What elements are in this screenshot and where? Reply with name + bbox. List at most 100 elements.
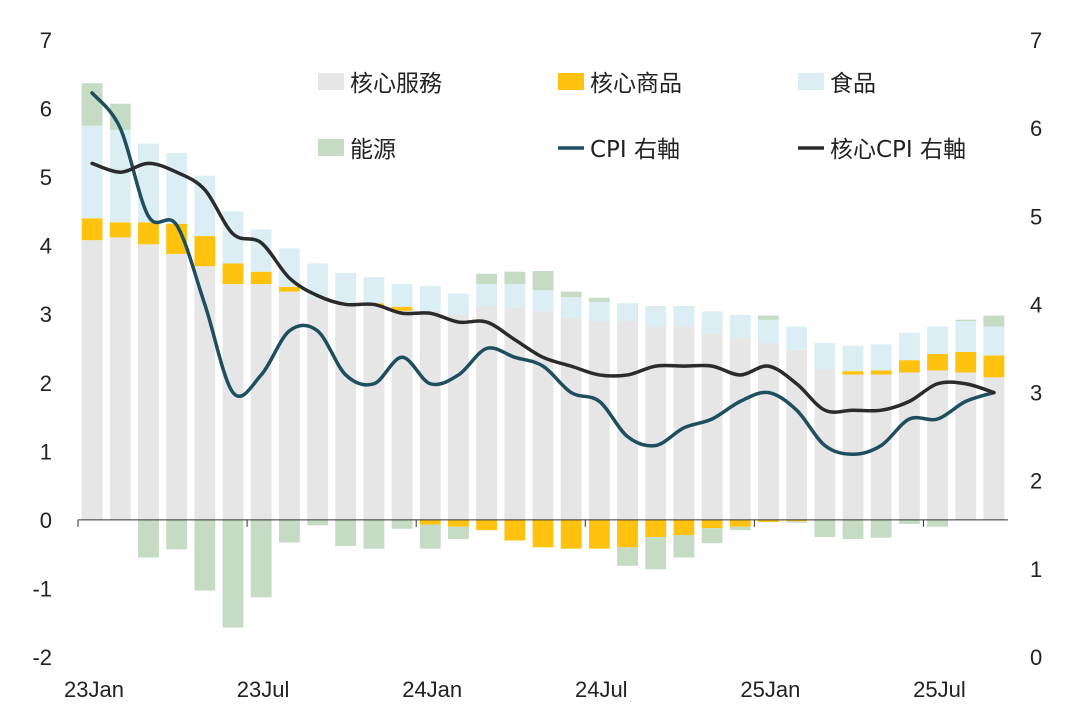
bar-series0-6 xyxy=(250,284,272,520)
bar-series2-0 xyxy=(81,125,103,219)
bar-series3-9 xyxy=(335,519,357,546)
y-left-tick-label-3: 4 xyxy=(40,234,52,259)
bar-series1-25 xyxy=(786,519,808,522)
x-tick-label-4: 25Jan xyxy=(740,677,800,702)
legend-label-core-cpi: 核心CPI 右軸 xyxy=(830,137,966,163)
bar-series3-4 xyxy=(194,519,216,591)
legend-swatch-energy xyxy=(318,139,344,156)
bar-series2-29 xyxy=(898,332,920,361)
legend-label-core-goods: 核心商品 xyxy=(590,71,682,97)
bar-series1-17 xyxy=(560,519,582,549)
bar-series1-20 xyxy=(645,519,667,538)
bar-series1-22 xyxy=(701,519,723,529)
bar-series3-10 xyxy=(363,519,385,549)
bar-series3-25 xyxy=(786,521,808,523)
bar-series0-24 xyxy=(758,343,779,520)
bar-series2-31 xyxy=(955,321,977,352)
bar-series3-21 xyxy=(673,534,695,558)
bar-series0-15 xyxy=(504,307,526,520)
bar-series0-4 xyxy=(194,266,216,520)
y-right-tick-label-4: 3 xyxy=(1030,381,1042,406)
bar-series2-16 xyxy=(532,290,554,311)
bar-series0-20 xyxy=(645,326,667,520)
bar-series1-27 xyxy=(842,371,864,375)
bar-series0-7 xyxy=(278,291,300,520)
bar-series0-19 xyxy=(617,321,638,520)
bar-series0-12 xyxy=(419,310,441,520)
bar-series3-26 xyxy=(814,519,836,538)
bar-series3-6 xyxy=(250,519,272,598)
y-axis-left: 7 6 5 4 3 2 1 0 -1 -2 xyxy=(32,28,52,670)
bar-series1-14 xyxy=(476,519,498,531)
bar-series2-7 xyxy=(278,248,300,287)
bar-series3-3 xyxy=(166,519,188,550)
x-tick-labels: 23Jan 23Jul 24Jan 24Jul 25Jan 25Jul xyxy=(64,677,966,702)
bar-series3-27 xyxy=(842,519,864,540)
bar-series2-24 xyxy=(758,319,779,344)
bar-series1-1 xyxy=(109,222,131,238)
bar-series1-5 xyxy=(222,263,244,285)
bar-series1-13 xyxy=(448,519,469,527)
bar-series3-31 xyxy=(955,319,977,322)
bar-series2-10 xyxy=(363,277,385,304)
y-left-tick-label-4: 3 xyxy=(40,302,52,327)
bar-series3-14 xyxy=(476,273,498,285)
bar-series0-21 xyxy=(673,326,695,520)
bar-series2-2 xyxy=(138,143,159,223)
bar-series0-8 xyxy=(307,299,328,520)
bar-series2-13 xyxy=(448,293,469,315)
x-tick-label-5: 25Jul xyxy=(913,677,966,702)
bar-series1-19 xyxy=(617,519,638,548)
bar-series1-11 xyxy=(391,306,413,311)
bar-series2-18 xyxy=(588,301,610,322)
bar-series2-12 xyxy=(419,286,441,311)
bar-series0-32 xyxy=(983,377,1005,520)
bar-series0-16 xyxy=(532,310,554,520)
y-left-tick-label-5: 2 xyxy=(40,371,52,396)
bar-series2-23 xyxy=(729,314,751,339)
y-left-tick-label-9: -2 xyxy=(32,645,52,670)
bar-series2-8 xyxy=(307,263,328,300)
bar-series3-5 xyxy=(222,519,244,628)
line-series-0 xyxy=(90,91,996,457)
y-right-tick-label-7: 0 xyxy=(1030,645,1042,670)
bar-series2-21 xyxy=(673,306,695,327)
bar-series2-1 xyxy=(109,129,131,223)
line-series-1 xyxy=(90,161,996,414)
legend-label-core-services: 核心服務 xyxy=(350,71,442,97)
legend-swatch-core-services xyxy=(318,73,344,90)
bar-series0-10 xyxy=(363,306,385,520)
x-tick-label-0: 23Jan xyxy=(64,677,124,702)
bar-series0-25 xyxy=(786,349,808,520)
bar-series0-5 xyxy=(222,284,244,520)
bar-series3-20 xyxy=(645,537,667,570)
bar-series1-3 xyxy=(166,223,188,254)
bar-series2-19 xyxy=(617,303,638,322)
bar-series2-26 xyxy=(814,343,836,370)
bar-series1-18 xyxy=(588,519,610,549)
bar-series3-7 xyxy=(278,519,300,543)
bar-series3-8 xyxy=(307,519,328,526)
bar-series3-22 xyxy=(701,528,723,544)
bar-series0-3 xyxy=(166,253,188,520)
y-right-tick-label-3: 4 xyxy=(1030,292,1042,317)
bar-series1-21 xyxy=(673,519,695,535)
bar-series1-0 xyxy=(81,218,103,241)
bar-series2-20 xyxy=(645,306,667,327)
bar-series3-29 xyxy=(898,519,920,524)
bar-series0-2 xyxy=(138,244,159,520)
bar-series1-2 xyxy=(138,222,159,245)
y-right-tick-label-6: 1 xyxy=(1030,557,1042,582)
bar-series1-24 xyxy=(758,519,779,522)
bar-series3-17 xyxy=(560,291,582,298)
x-tick-label-1: 23Jul xyxy=(237,677,290,702)
bar-series0-0 xyxy=(81,240,103,520)
bar-series0-13 xyxy=(448,314,469,520)
bar-series1-29 xyxy=(898,360,920,373)
bar-series0-23 xyxy=(729,338,751,520)
bar-series2-25 xyxy=(786,326,808,350)
y-left-tick-label-7: 0 xyxy=(40,508,52,533)
legend-label-cpi: CPI 右軸 xyxy=(590,137,680,163)
bar-series3-23 xyxy=(729,526,751,531)
bar-series3-15 xyxy=(504,271,526,285)
